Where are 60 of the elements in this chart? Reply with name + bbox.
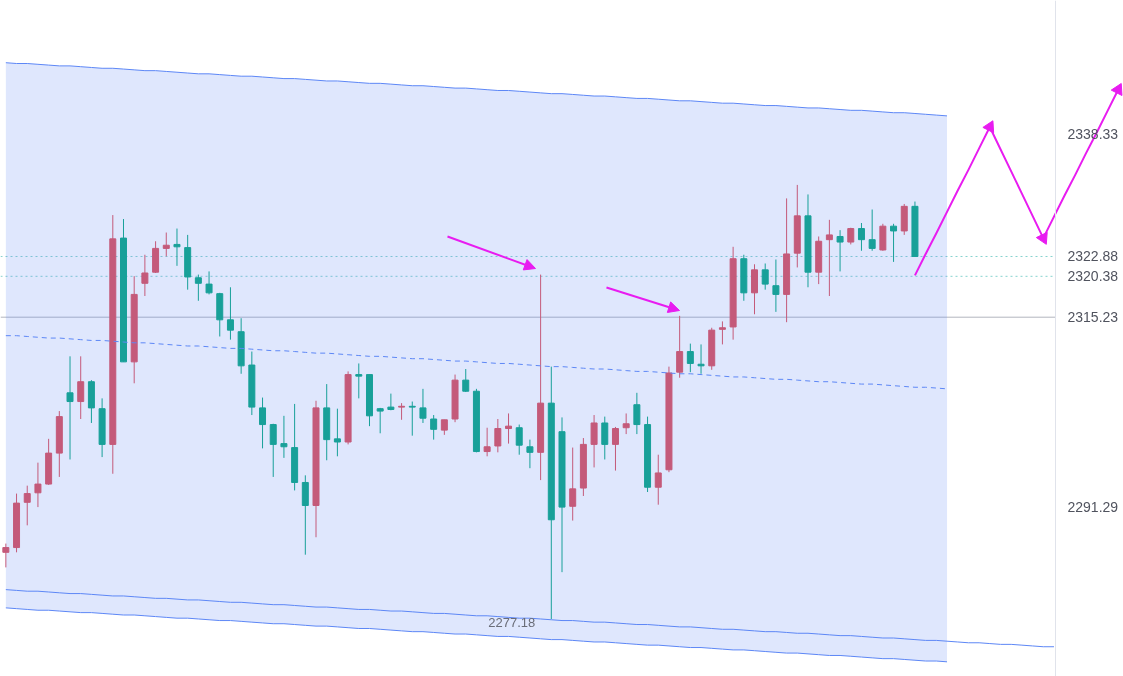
candlestick: [173, 228, 181, 267]
candlestick: [879, 223, 887, 252]
candlestick: [633, 392, 641, 435]
candlestick: [2, 543, 10, 568]
candlestick: [301, 474, 309, 556]
line-series: [5, 589, 1055, 648]
candlestick: [890, 223, 898, 263]
candlestick: [194, 274, 202, 302]
candlestick: [515, 424, 523, 456]
candlestick: [836, 229, 844, 272]
line-series: [5, 607, 948, 663]
candlestick: [376, 407, 384, 434]
candlestick: [162, 232, 170, 257]
candlestick: [66, 355, 74, 460]
point: [982, 120, 995, 134]
candlestick: [505, 412, 513, 445]
candlestick: [23, 485, 31, 526]
y-tick-label: 2315.23: [1067, 309, 1119, 326]
line-series: [5, 335, 948, 390]
candlestick: [772, 259, 780, 313]
candlestick: [686, 343, 694, 373]
candlestick: [408, 401, 416, 437]
y-tick-label: 2322.88: [1067, 248, 1119, 265]
candlestick: [333, 408, 341, 457]
candlestick: [152, 240, 160, 274]
candlestick: [601, 416, 609, 460]
candlestick: [526, 439, 534, 469]
candlestick: [751, 263, 759, 315]
candlestick: [141, 254, 149, 297]
y-tick-label: 2291.29: [1067, 499, 1119, 516]
annotation: 2277.18: [488, 614, 536, 630]
candlestick: [483, 427, 491, 457]
candlestick: [419, 388, 427, 424]
point: [1110, 82, 1123, 96]
point: [1035, 231, 1048, 245]
candlestick: [280, 415, 288, 459]
line-series: [5, 62, 948, 117]
candlestick: [77, 355, 85, 420]
candlestick: [569, 447, 577, 522]
candlestick: [868, 209, 876, 252]
candlestick: [697, 343, 705, 375]
candlestick: [622, 412, 630, 435]
candlestick: [590, 414, 598, 468]
candlestick: [387, 393, 395, 411]
candlestick: [34, 462, 42, 508]
y-tick-label: 2320.38: [1067, 268, 1119, 285]
candlestick: [269, 423, 277, 478]
candlestick: [355, 362, 363, 399]
candlestick: [654, 454, 662, 506]
candlestick: [676, 315, 684, 379]
candlestick: [611, 426, 619, 472]
candlestick: [825, 219, 833, 297]
candlestick: [494, 418, 502, 453]
candlestick: [226, 286, 234, 341]
candlestick: [259, 397, 267, 449]
candlestick: [761, 262, 769, 291]
candlestick: [718, 320, 726, 345]
candlestick: [430, 414, 438, 441]
candlestick: [205, 270, 213, 295]
candlestick: [857, 222, 865, 252]
